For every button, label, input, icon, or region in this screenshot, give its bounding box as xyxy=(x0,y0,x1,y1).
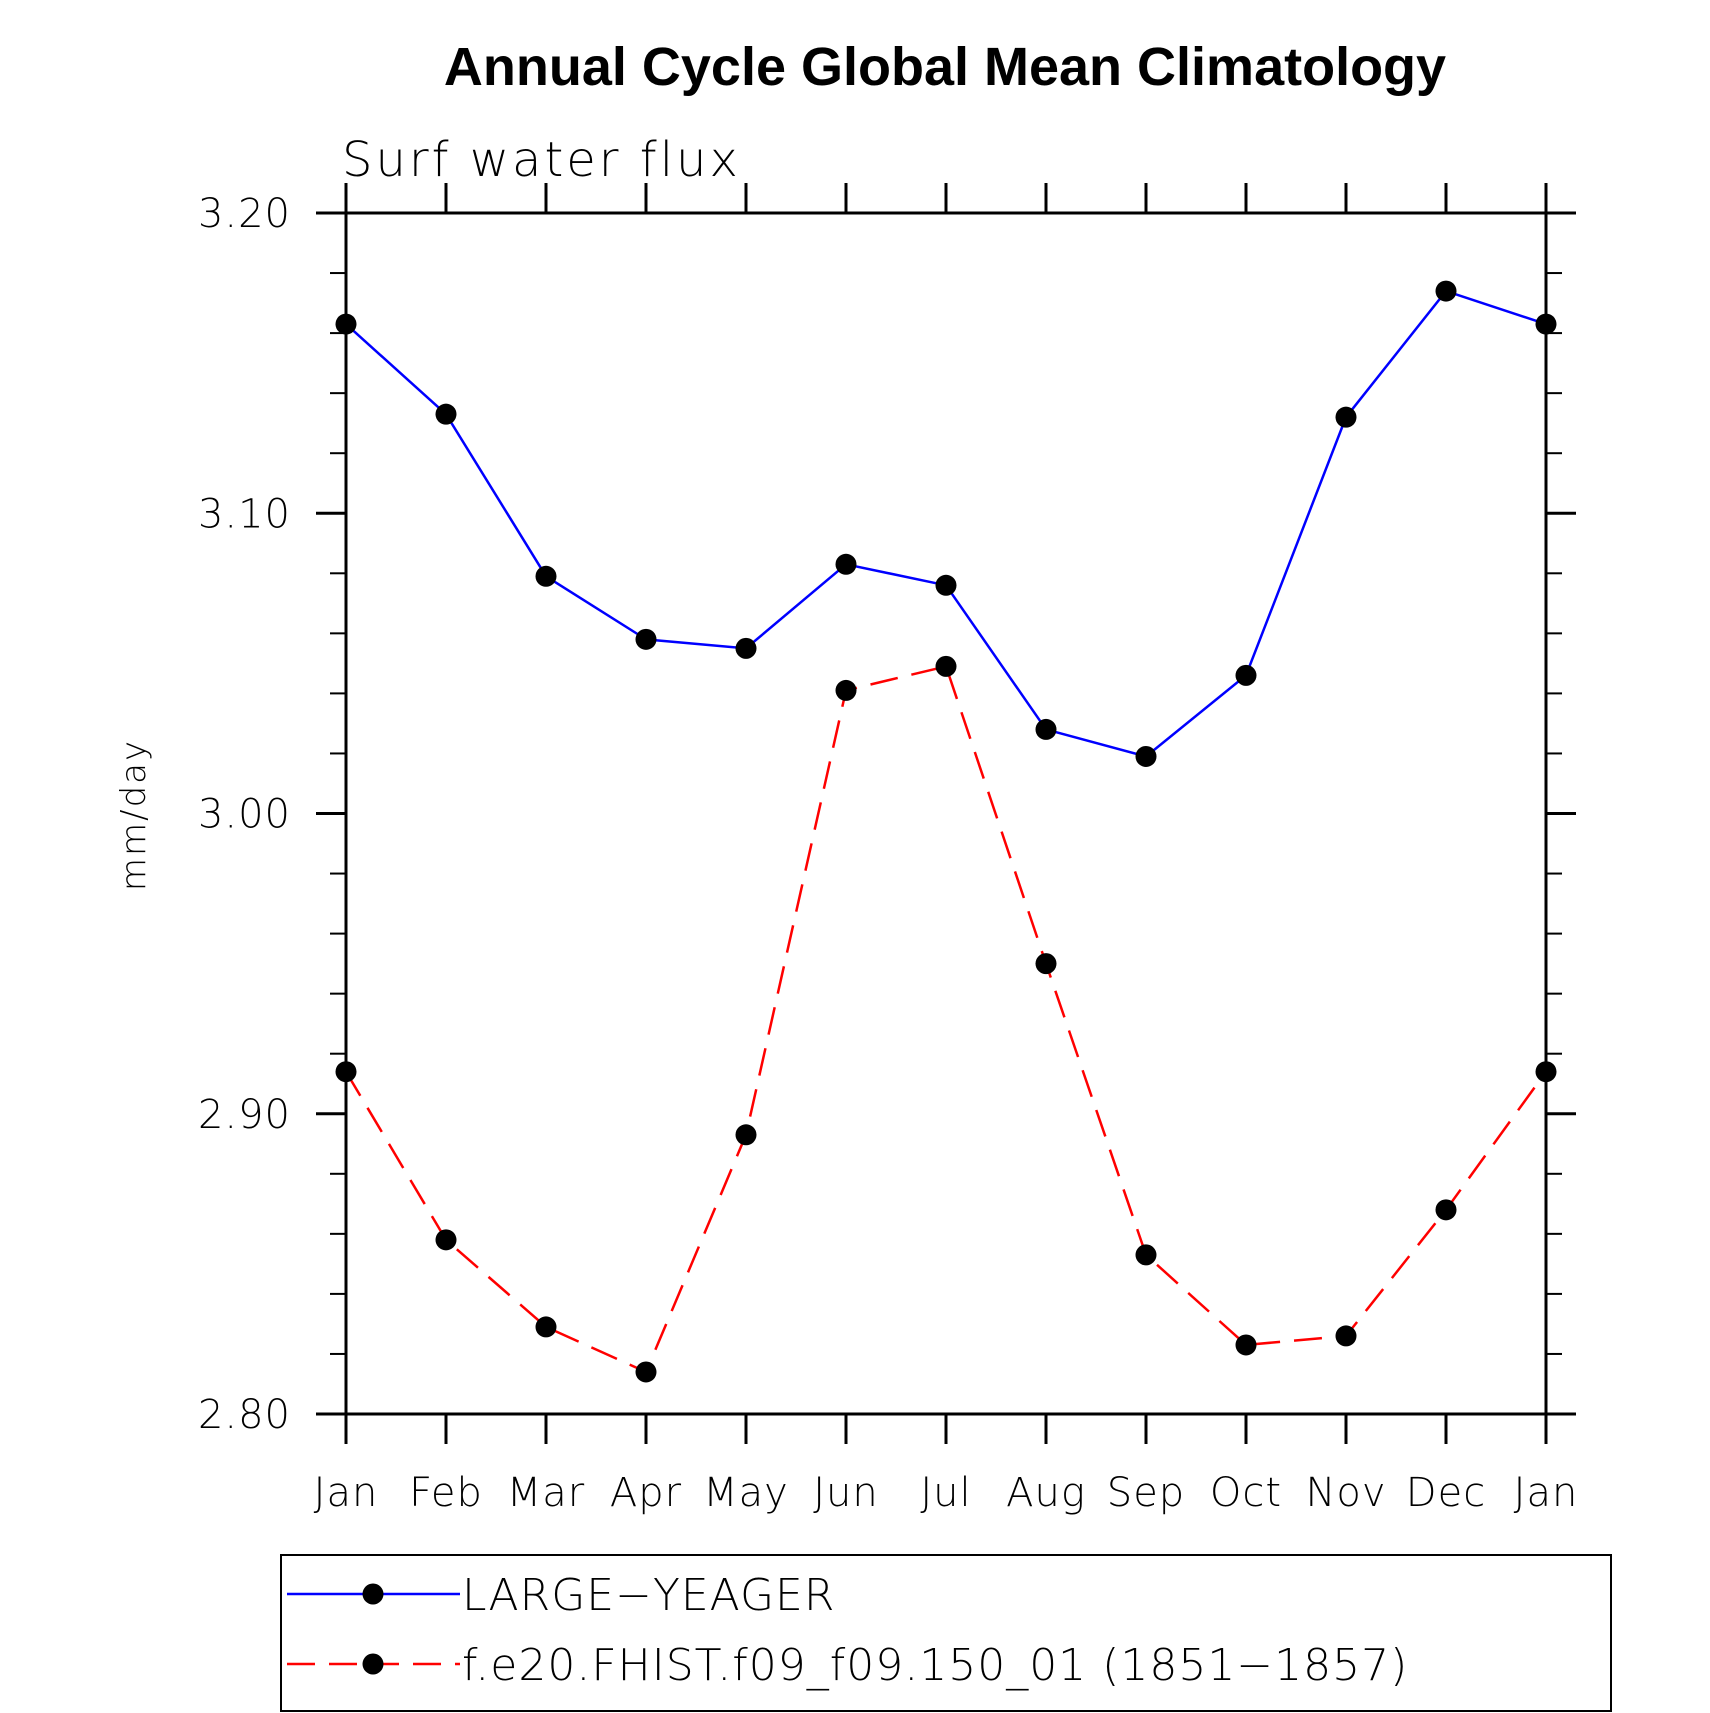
y-tick-label: 3.00 xyxy=(198,792,291,838)
data-point xyxy=(835,553,857,575)
x-tick-label: Sep xyxy=(1107,1470,1185,1516)
data-point xyxy=(1435,1199,1457,1221)
data-point xyxy=(935,655,957,677)
x-tick-label: Jan xyxy=(314,1470,379,1516)
y-tick-label: 2.90 xyxy=(198,1092,291,1138)
data-point xyxy=(735,1124,757,1146)
data-point xyxy=(535,1316,557,1338)
legend-marker-2 xyxy=(362,1653,384,1675)
x-tick-label: Aug xyxy=(1006,1470,1086,1516)
data-point xyxy=(1135,745,1157,767)
data-point xyxy=(1535,1061,1557,1083)
data-point xyxy=(1435,280,1457,302)
chart-subtitle: Surf water flux xyxy=(342,132,741,188)
x-tick-label: Feb xyxy=(409,1470,483,1516)
data-point xyxy=(835,679,857,701)
series-line xyxy=(345,289,1547,758)
x-tick-label: Mar xyxy=(507,1470,585,1516)
data-point xyxy=(435,403,457,425)
legend: LARGE−YEAGER f.e20.FHIST.f09_f09.150_01 (… xyxy=(280,1554,1612,1712)
series-2 xyxy=(335,655,1557,1383)
legend-label-2: f.e20.FHIST.f09_f09.150_01 (1851−1857) xyxy=(462,1640,1408,1691)
series-layer xyxy=(335,280,1557,1383)
x-tick-label: Nov xyxy=(1305,1470,1386,1516)
y-axis-label: mm/day xyxy=(114,739,154,891)
x-tick-label: Apr xyxy=(610,1470,682,1516)
data-point xyxy=(335,313,357,335)
data-point xyxy=(1035,718,1057,740)
x-tick-label: Jan xyxy=(1514,1470,1579,1516)
x-tick-labels: Jan Feb Mar Apr May Jun Jul Aug Sep Oct Nov Dec Jan xyxy=(314,1470,1579,1516)
data-point xyxy=(635,628,657,650)
data-point xyxy=(1535,313,1557,335)
y-tick-label: 2.80 xyxy=(198,1392,291,1438)
legend-label-1: LARGE−YEAGER xyxy=(462,1570,835,1621)
data-point xyxy=(735,637,757,659)
x-tick-label: Jul xyxy=(920,1470,971,1516)
legend-marker-1 xyxy=(362,1583,384,1605)
data-point xyxy=(435,1229,457,1251)
y-tick-labels: 3.20 3.10 3.00 2.90 2.80 xyxy=(198,191,291,1438)
y-tick-label: 3.20 xyxy=(198,191,291,237)
data-point xyxy=(335,1061,357,1083)
x-tick-label: May xyxy=(703,1470,789,1516)
data-point xyxy=(635,1361,657,1383)
data-point xyxy=(1235,664,1257,686)
axis-ticks xyxy=(316,183,1576,1444)
series-line xyxy=(344,664,1548,1374)
data-point xyxy=(535,565,557,587)
data-point xyxy=(1335,406,1357,428)
y-tick-label: 3.10 xyxy=(198,491,291,537)
x-tick-label: Jun xyxy=(813,1470,879,1516)
x-tick-label: Oct xyxy=(1210,1470,1282,1516)
data-point xyxy=(1035,953,1057,975)
legend-box xyxy=(280,1554,1612,1712)
series-1 xyxy=(335,280,1557,767)
chart-title: Annual Cycle Global Mean Climatology xyxy=(444,37,1446,97)
data-point xyxy=(1135,1244,1157,1266)
data-point xyxy=(1235,1334,1257,1356)
data-point xyxy=(935,574,957,596)
x-tick-label: Dec xyxy=(1406,1470,1486,1516)
data-point xyxy=(1335,1325,1357,1347)
